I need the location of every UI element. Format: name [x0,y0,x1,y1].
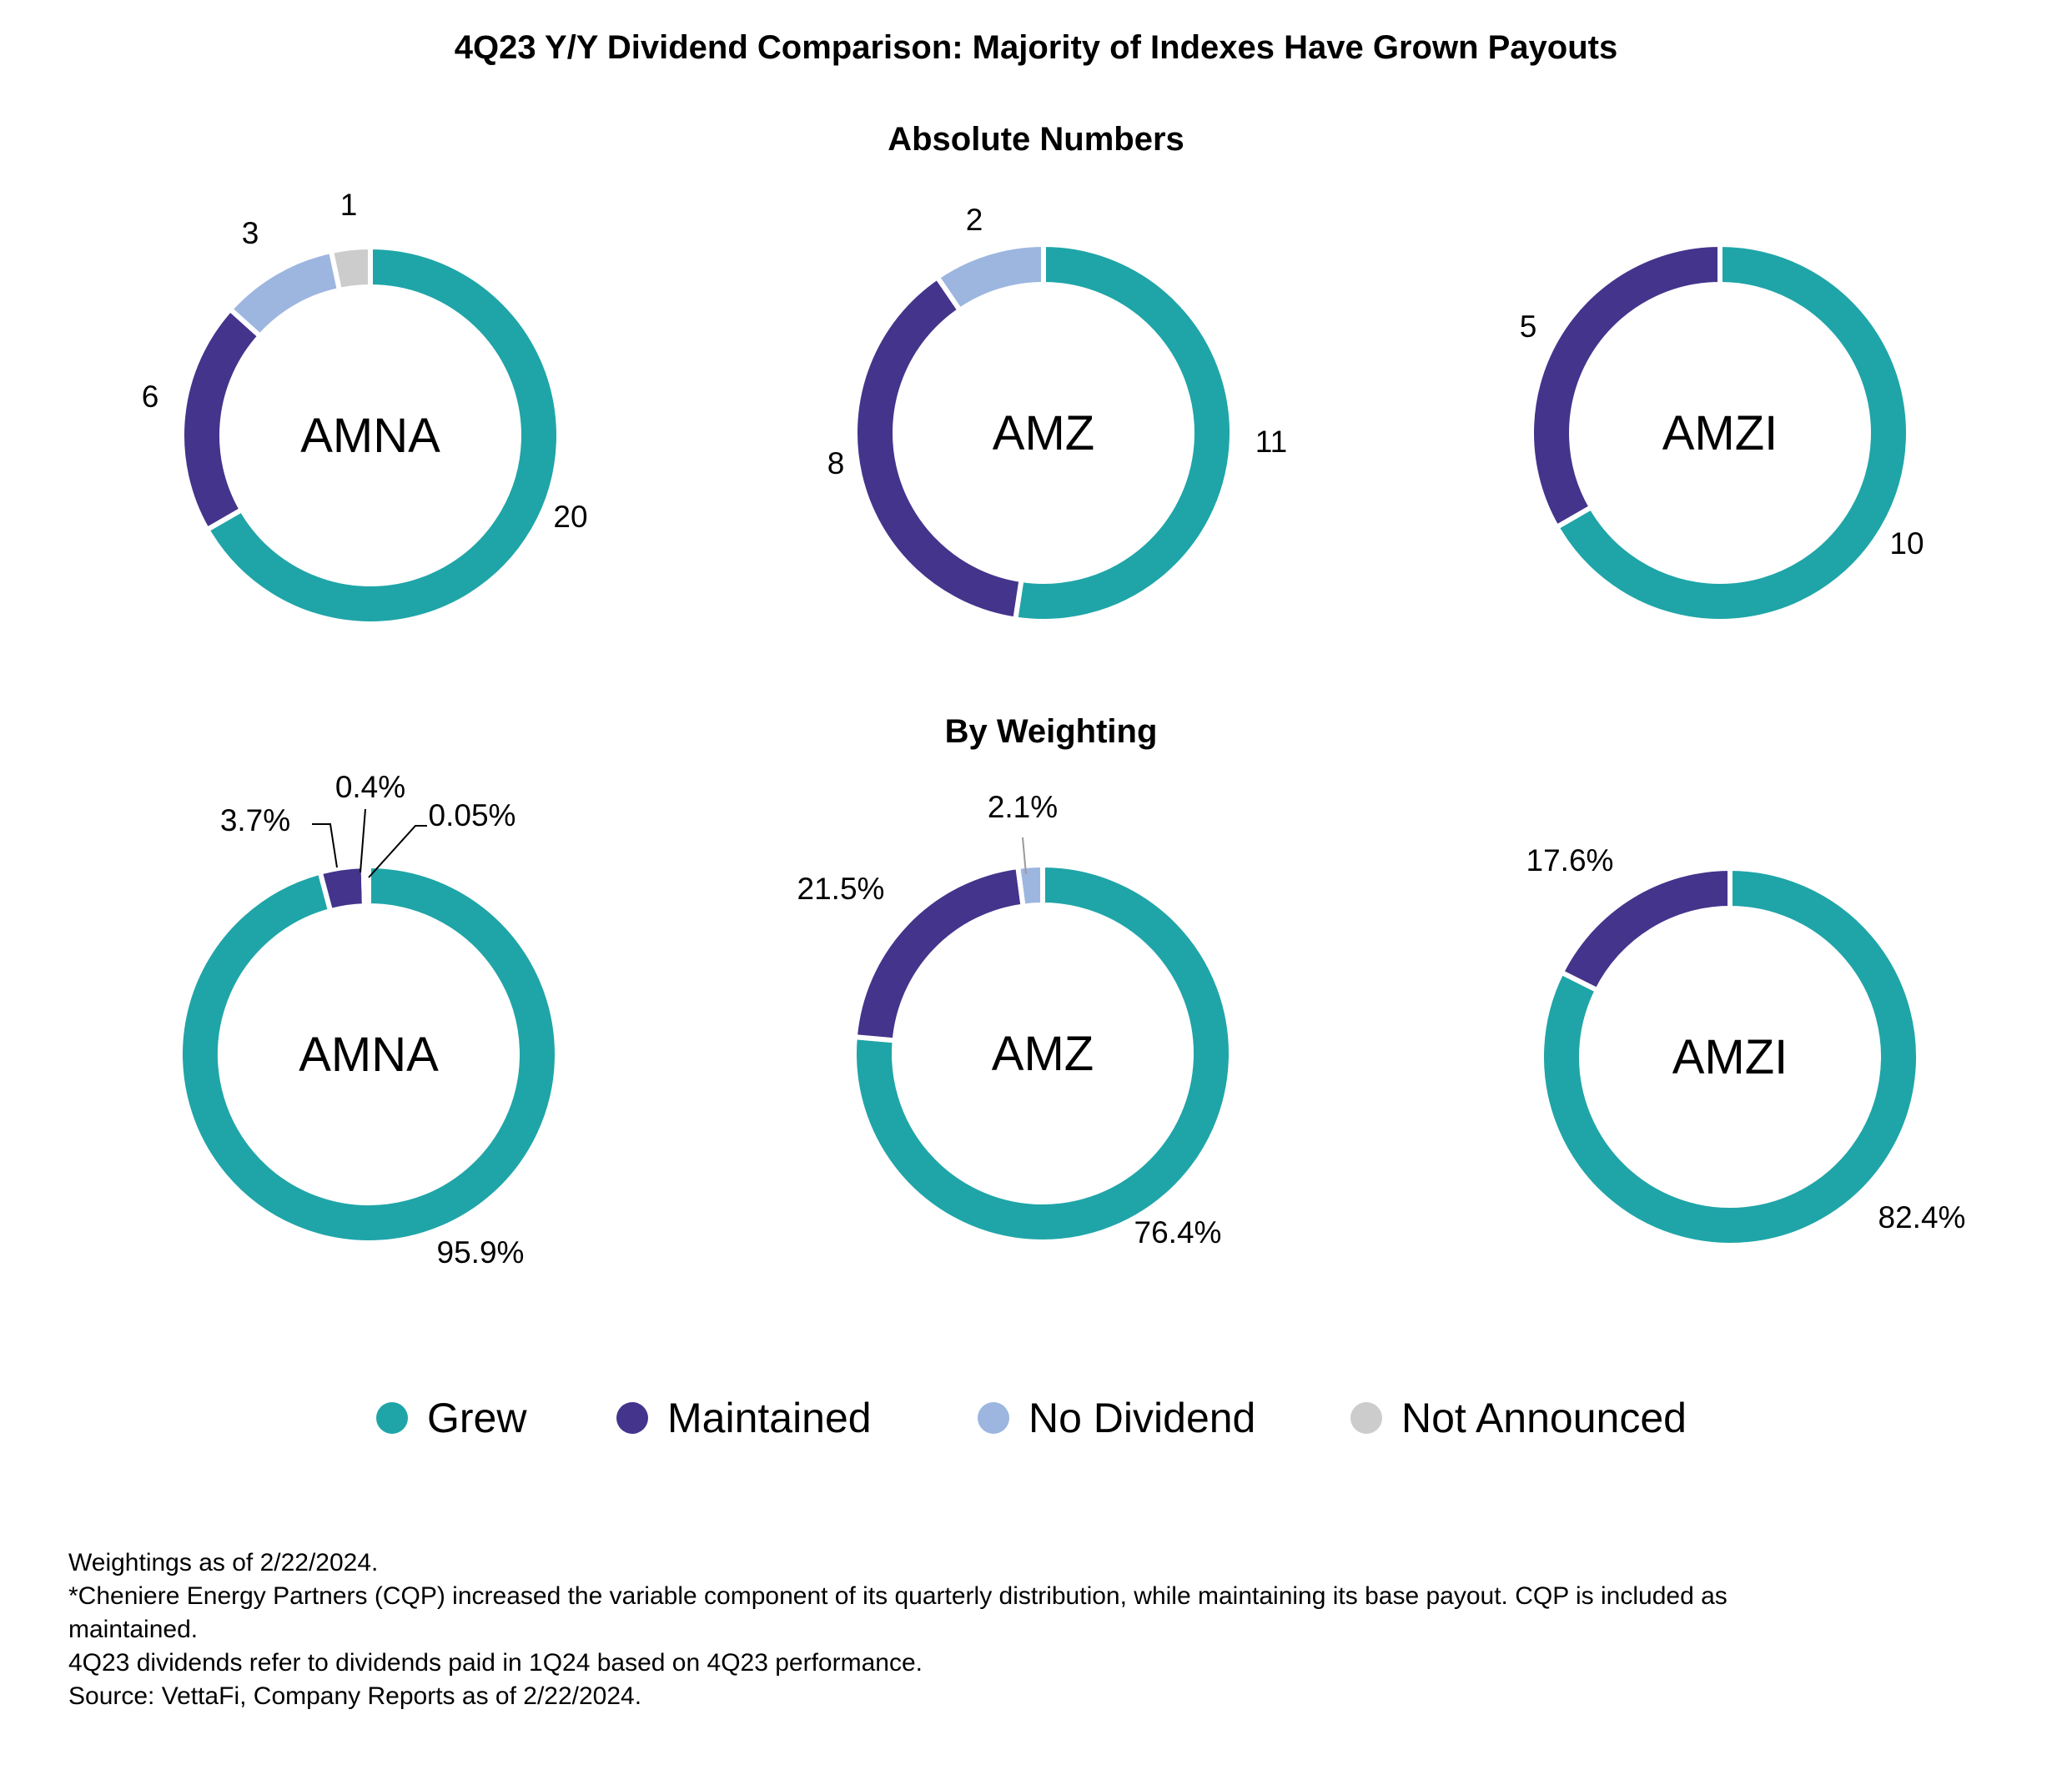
leader-line-maintained [312,823,338,868]
slice-maintained [179,305,264,534]
slice-maintained [852,274,1024,622]
footnote-line: Weightings as of 2/22/2024. [68,1549,378,1576]
slice-no-dividend [226,248,343,340]
slice-no-dividend [1014,862,1045,909]
data-label-maintained: 8 [827,446,845,480]
donut-weighting-amz: 76.4% 21.5% 2.1% AMZ [797,790,1234,1250]
data-label-grew: 11 [1255,425,1287,459]
data-label-not-announced: 1 [340,188,358,222]
data-label-maintained: 21.5% [797,872,885,906]
section-title-absolute: Absolute Numbers [888,121,1184,158]
data-label-maintained: 5 [1520,309,1537,344]
footnote-line: maintained. [68,1616,198,1643]
data-label-grew: 76.4% [1134,1215,1222,1250]
leader-line-no-dividend [360,808,366,873]
slice-not-announced [328,244,373,294]
slice-no-dividend [933,241,1046,314]
data-label-no-dividend: 0.4% [335,770,405,804]
legend-swatch-no-dividend [978,1402,1009,1434]
slice-maintained [1557,865,1733,994]
data-label-grew: 95.9% [437,1235,525,1270]
legend-swatch-maintained [616,1402,648,1434]
donut-absolute-amz: 11 8 2 AMZ [827,203,1287,624]
data-label-not-announced: 0.05% [429,798,516,832]
donut-absolute-amzi: 10 5 AMZI [1520,241,1924,624]
data-label-no-dividend: 2.1% [988,790,1058,824]
donut-absolute-amna: 20 6 3 1 AMNA [142,188,588,626]
slice-grew [204,244,561,626]
footnotes: Weightings as of 2/22/2024. *Cheniere Ene… [68,1549,1728,1710]
donut-center-label: AMZI [1662,406,1778,460]
data-label-grew: 10 [1889,526,1924,561]
legend-item-maintained: Maintained [616,1395,872,1441]
legend-item-not-announced: Not Announced [1350,1395,1687,1441]
leader-line-not-announced [368,825,427,878]
donut-center-label: AMZ [992,1027,1094,1081]
figure-title: 4Q23 Y/Y Dividend Comparison: Majority o… [455,29,1617,66]
data-label-no-dividend: 2 [966,203,983,237]
legend-swatch-grew [376,1402,408,1434]
slice-grew [1553,241,1911,624]
slice-maintained [1529,241,1722,531]
data-label-maintained: 3.7% [220,803,290,837]
legend-swatch-not-announced [1350,1402,1382,1434]
donut-weighting-amzi: 82.4% 17.6% AMZI [1526,843,1966,1248]
slice-not-announced [365,862,371,909]
legend-label: Grew [427,1395,527,1441]
data-label-no-dividend: 3 [242,216,259,250]
donut-center-label: AMNA [300,409,440,463]
data-label-maintained: 17.6% [1526,843,1614,877]
legend-item-no-dividend: No Dividend [978,1395,1255,1441]
donut-center-label: AMZI [1672,1030,1788,1084]
legend-label: Maintained [667,1395,872,1441]
donut-weighting-amna: 95.9% 3.7% 0.4% 0.05% AMNA [178,770,560,1270]
donut-center-label: AMNA [299,1028,439,1082]
donut-charts: 20 6 3 1 AMNA 11 8 2 AMZ 10 5 AMZI 95.9% 3.7% 0.4% 0.05… [142,188,1966,1270]
donut-center-label: AMZ [993,406,1094,460]
legend-label: Not Announced [1401,1395,1687,1441]
data-label-grew: 82.4% [1878,1200,1966,1234]
slice-grew [178,862,560,1245]
footnote-line: Source: VettaFi, Company Reports as of 2… [68,1682,641,1710]
data-label-maintained: 6 [142,380,159,414]
data-label-grew: 20 [553,500,587,534]
slice-grew [852,862,1234,1244]
legend-item-grew: Grew [376,1395,527,1441]
legend: Grew Maintained No Dividend Not Announced [376,1395,1687,1441]
legend-label: No Dividend [1028,1395,1255,1441]
section-title-weighting: By Weighting [945,713,1158,750]
footnote-line: *Cheniere Energy Partners (CQP) increase… [68,1582,1728,1610]
slice-grew [1539,865,1921,1248]
leader-line-no-dividend [1022,837,1027,875]
slice-grew [1012,241,1235,624]
footnote-line: 4Q23 dividends refer to dividends paid i… [68,1649,923,1677]
slice-maintained [317,863,368,914]
